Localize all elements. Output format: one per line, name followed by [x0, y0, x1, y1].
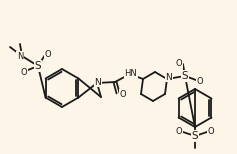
Text: N: N	[166, 73, 172, 81]
Text: N: N	[17, 51, 23, 61]
Text: O: O	[176, 126, 182, 136]
Text: N: N	[95, 77, 101, 87]
Text: O: O	[120, 89, 126, 99]
Text: O: O	[176, 59, 182, 67]
Text: O: O	[21, 67, 27, 77]
Text: S: S	[35, 61, 41, 71]
Text: O: O	[45, 49, 51, 59]
Text: O: O	[197, 77, 203, 85]
Text: HN: HN	[125, 69, 137, 77]
Text: S: S	[182, 71, 188, 81]
Text: S: S	[192, 131, 198, 141]
Text: O: O	[208, 126, 214, 136]
